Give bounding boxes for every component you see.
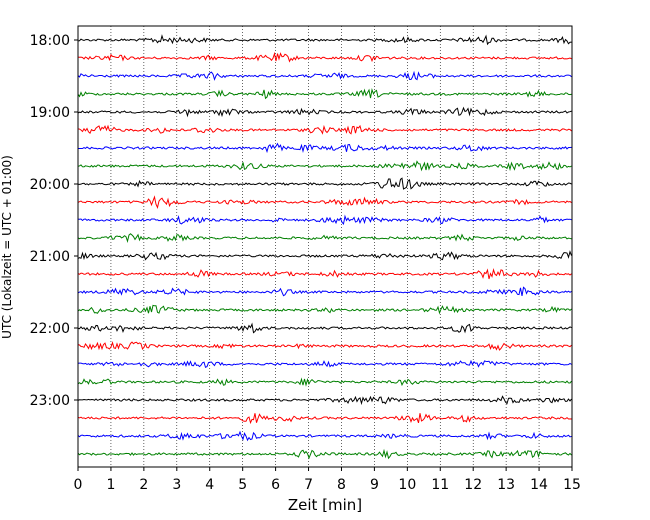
trace-line-1800 [77,34,572,46]
trace-line-1945 [77,160,572,172]
x-tick-label: 5 [238,477,247,493]
y-axis-ticks: 18:00 19:00 20:00 21:00 22:00 23:00 [30,33,78,409]
x-tick-label: 6 [271,477,280,493]
trace-line-2115 [77,267,572,280]
trace-line-2130 [77,286,572,297]
y-axis-label: UTC (Lokalzeit = UTC + 01:00) [0,155,14,339]
plot-frame [77,25,573,468]
x-tick-label: 13 [497,477,515,493]
x-tick-label: 14 [530,477,548,493]
trace-line-1900 [77,106,572,118]
trace-line-1845 [77,88,572,100]
y-tick-label: 20:00 [30,177,70,193]
trace-line-1915 [77,124,572,135]
y-tick-label: 21:00 [30,249,70,265]
x-tick-label: 3 [172,477,181,493]
trace-line-2215 [77,341,572,351]
trace-line-2015 [77,195,572,210]
trace-line-1815 [77,51,572,63]
trace-line-2000 [77,177,572,190]
trace-line-2230 [77,359,572,369]
y-tick-label: 19:00 [30,105,70,121]
trace-line-2145 [77,304,572,315]
x-tick-label: 11 [431,477,449,493]
x-tick-label: 12 [464,477,482,493]
seismic-traces [77,34,572,460]
trace-line-2330 [77,430,572,442]
trace-line-2045 [77,233,572,243]
x-tick-label: 2 [139,477,148,493]
trace-line-2345 [77,448,572,460]
trace-line-2100 [77,250,572,261]
y-tick-label: 22:00 [30,321,70,337]
x-tick-label: 0 [74,477,83,493]
x-axis-ticks: 0 1 2 3 4 5 6 7 8 9 10 11 12 13 14 15 [74,467,581,493]
x-tick-label: 9 [370,477,379,493]
trace-line-2030 [77,214,572,226]
trace-line-2300 [77,395,572,406]
x-tick-label: 8 [337,477,346,493]
trace-line-2245 [77,377,572,387]
x-tick-label: 10 [398,477,416,493]
trace-line-1930 [77,142,572,154]
trace-line-1830 [77,70,572,81]
x-axis-label: Zeit [min] [288,496,362,514]
x-tick-label: 4 [205,477,214,493]
x-tick-label: 1 [106,477,115,493]
y-tick-label: 18:00 [30,33,70,49]
x-tick-label: 15 [563,477,581,493]
y-tick-label: 23:00 [30,393,70,409]
x-tick-label: 7 [304,477,313,493]
plot-background [78,26,572,467]
trace-line-2315 [77,413,572,425]
trace-line-2200 [77,322,572,334]
